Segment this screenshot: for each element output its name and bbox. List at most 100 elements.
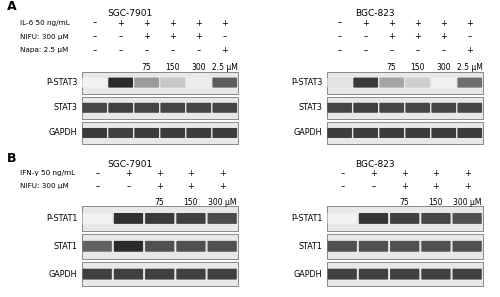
Text: –: – [118, 32, 123, 41]
Bar [326, 234, 483, 258]
Text: 150: 150 [166, 63, 180, 72]
FancyBboxPatch shape [390, 269, 420, 279]
FancyBboxPatch shape [82, 269, 112, 279]
FancyBboxPatch shape [328, 269, 357, 279]
Text: +: + [362, 18, 369, 28]
Bar [326, 122, 483, 144]
Text: +: + [440, 32, 447, 41]
FancyBboxPatch shape [406, 78, 430, 88]
Text: SGC-7901: SGC-7901 [108, 160, 152, 169]
FancyBboxPatch shape [212, 103, 237, 113]
Text: +: + [170, 18, 176, 28]
Text: 300 μM: 300 μM [453, 198, 482, 207]
FancyBboxPatch shape [328, 241, 357, 252]
FancyBboxPatch shape [359, 213, 388, 224]
Text: +: + [156, 169, 163, 178]
Text: –: – [118, 46, 123, 55]
FancyBboxPatch shape [160, 78, 185, 88]
Text: GAPDH: GAPDH [48, 129, 77, 138]
FancyBboxPatch shape [354, 128, 378, 138]
Text: +: + [143, 18, 150, 28]
Text: +: + [196, 32, 202, 41]
FancyBboxPatch shape [432, 128, 456, 138]
Text: +: + [402, 169, 408, 178]
FancyBboxPatch shape [82, 78, 107, 88]
Text: +: + [117, 18, 124, 28]
FancyBboxPatch shape [328, 78, 352, 88]
Text: –: – [364, 46, 368, 55]
Text: B: B [7, 152, 16, 165]
Text: 150: 150 [184, 198, 198, 207]
FancyBboxPatch shape [422, 241, 450, 252]
FancyBboxPatch shape [406, 128, 430, 138]
Text: 75: 75 [400, 198, 409, 207]
FancyBboxPatch shape [82, 103, 107, 113]
FancyBboxPatch shape [458, 128, 482, 138]
Text: P-STAT1: P-STAT1 [46, 214, 77, 223]
Text: –: – [372, 182, 376, 191]
Text: –: – [340, 169, 344, 178]
Text: P-STAT1: P-STAT1 [291, 214, 322, 223]
Text: –: – [364, 32, 368, 41]
FancyBboxPatch shape [82, 213, 112, 224]
Text: 75: 75 [142, 63, 152, 72]
Text: +: + [464, 182, 470, 191]
FancyBboxPatch shape [145, 213, 174, 224]
Text: –: – [338, 32, 342, 41]
Bar [82, 234, 238, 258]
Text: –: – [170, 46, 175, 55]
FancyBboxPatch shape [432, 78, 456, 88]
Text: NIFU: 300 μM: NIFU: 300 μM [20, 183, 69, 189]
Text: 2.5 μM: 2.5 μM [457, 63, 482, 72]
Text: –: – [390, 46, 394, 55]
Bar [82, 122, 238, 144]
FancyBboxPatch shape [359, 241, 388, 252]
Text: –: – [416, 46, 420, 55]
Text: 150: 150 [410, 63, 425, 72]
Text: +: + [222, 18, 228, 28]
FancyBboxPatch shape [134, 128, 159, 138]
FancyBboxPatch shape [114, 269, 143, 279]
Text: 300: 300 [192, 63, 206, 72]
FancyBboxPatch shape [145, 269, 174, 279]
FancyBboxPatch shape [160, 128, 185, 138]
FancyBboxPatch shape [458, 78, 482, 88]
FancyBboxPatch shape [114, 241, 143, 252]
Text: GAPDH: GAPDH [294, 270, 322, 279]
Text: STAT3: STAT3 [298, 103, 322, 112]
Text: +: + [188, 182, 194, 191]
FancyBboxPatch shape [134, 78, 159, 88]
Text: +: + [402, 182, 408, 191]
Text: +: + [218, 182, 226, 191]
Text: +: + [388, 18, 395, 28]
FancyBboxPatch shape [176, 269, 206, 279]
Bar [82, 206, 238, 231]
Text: +: + [370, 169, 377, 178]
Text: –: – [338, 46, 342, 55]
FancyBboxPatch shape [212, 78, 237, 88]
Text: +: + [156, 182, 163, 191]
FancyBboxPatch shape [359, 269, 388, 279]
Text: IL-6 50 ng/mL: IL-6 50 ng/mL [20, 20, 70, 26]
Bar [326, 262, 483, 286]
Text: +: + [125, 169, 132, 178]
FancyBboxPatch shape [432, 103, 456, 113]
Bar [82, 97, 238, 119]
FancyBboxPatch shape [82, 128, 107, 138]
Text: +: + [414, 32, 421, 41]
FancyBboxPatch shape [212, 128, 237, 138]
Text: IFN-γ 50 ng/mL: IFN-γ 50 ng/mL [20, 170, 75, 176]
Text: +: + [218, 169, 226, 178]
Text: +: + [170, 32, 176, 41]
FancyBboxPatch shape [328, 128, 352, 138]
Text: 300: 300 [436, 63, 451, 72]
Text: +: + [388, 32, 395, 41]
FancyBboxPatch shape [354, 103, 378, 113]
Text: P-STAT3: P-STAT3 [46, 78, 77, 87]
FancyBboxPatch shape [328, 103, 352, 113]
FancyBboxPatch shape [114, 213, 143, 224]
Text: –: – [92, 46, 96, 55]
Text: 150: 150 [428, 198, 443, 207]
FancyBboxPatch shape [380, 128, 404, 138]
Text: +: + [432, 182, 440, 191]
